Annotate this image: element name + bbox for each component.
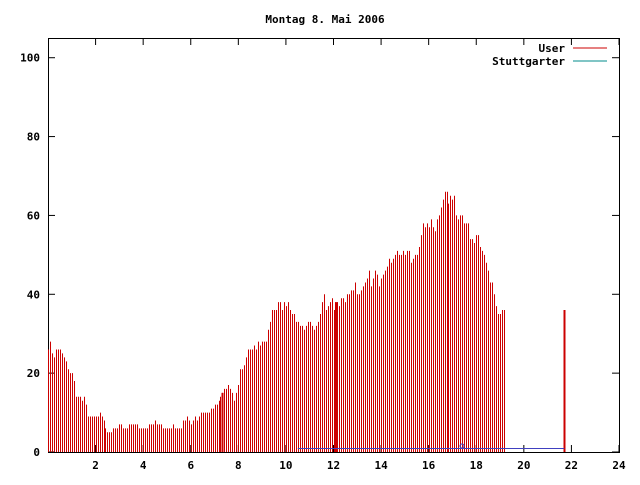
x-tick-label: 24 [612,459,626,472]
y-axis: 0 20 40 60 80 100 [20,52,619,459]
x-tick-label: 4 [140,459,147,472]
legend-label: Stuttgarter [492,55,565,68]
x-tick-label: 8 [235,459,242,472]
y-tick-label: 100 [20,52,40,65]
y-tick-label: 0 [33,446,40,459]
x-tick-label: 14 [374,459,388,472]
x-tick-label: 20 [517,459,530,472]
x-tick-label: 10 [279,459,292,472]
x-tick-label: 16 [422,459,436,472]
stuttgarter-point [459,443,465,449]
y-tick-label: 40 [27,288,40,301]
y-tick-label: 60 [27,209,40,222]
x-axis: 2 4 6 8 10 12 14 16 18 20 22 24 [92,38,626,472]
series-user [48,191,505,452]
chart-title: Montag 8. Mai 2006 [265,13,385,26]
x-tick-label: 6 [187,459,194,472]
x-tick-label: 12 [327,459,340,472]
x-tick-label: 18 [470,459,483,472]
y-tick-label: 80 [27,131,40,144]
legend-label: User [539,42,566,55]
y-tick-label: 20 [27,367,40,380]
x-tick-label: 22 [565,459,578,472]
series-layer [48,191,566,452]
x-tick-label: 2 [92,459,99,472]
